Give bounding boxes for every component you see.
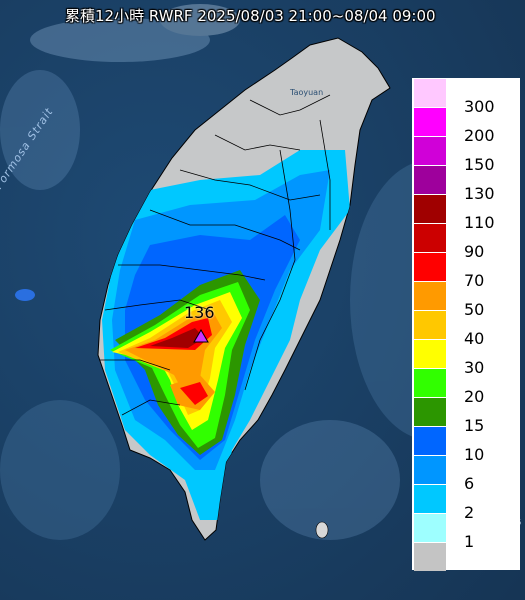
legend-swatch (414, 108, 446, 136)
county-boundaries (100, 94, 331, 416)
green-island (315, 521, 329, 539)
legend-label: 20 (464, 387, 485, 406)
legend-label: 70 (464, 271, 485, 290)
legend-swatch (414, 253, 446, 281)
legend-label: 50 (464, 300, 485, 319)
legend-label: 1 (464, 532, 475, 551)
max-rainfall-value: 136 (184, 303, 215, 322)
legend-swatch (414, 485, 446, 513)
legend-swatch (414, 398, 446, 426)
legend-swatch (414, 79, 446, 107)
legend-swatch (414, 340, 446, 368)
legend-label: 130 (464, 184, 495, 203)
legend-swatch (414, 427, 446, 455)
city-label-taoyuan: Taoyuan (290, 88, 324, 97)
penghu-islands (15, 289, 35, 301)
legend-label: 300 (464, 97, 495, 116)
legend-swatch (414, 543, 446, 571)
legend-label: 110 (464, 213, 495, 232)
legend-swatch (414, 195, 446, 223)
legend-label: 6 (464, 474, 475, 493)
rainfall-legend: 300 200 150 130 110 90 70 50 40 30 20 15 10 6 2 1 (412, 78, 520, 571)
rainfall-field (102, 150, 350, 520)
max-rainfall-marker (193, 329, 209, 343)
legend-label: 2 (464, 503, 475, 522)
legend-swatch (414, 166, 446, 194)
legend-label: 150 (464, 155, 495, 174)
legend-label: 40 (464, 329, 485, 348)
legend-swatch (414, 514, 446, 542)
map-title: 累積12小時 RWRF 2025/08/03 21:00~08/04 09:00 (65, 7, 436, 25)
legend-swatch (414, 456, 446, 484)
legend-label: 200 (464, 126, 495, 145)
legend-label: 10 (464, 445, 485, 464)
legend-label: 30 (464, 358, 485, 377)
legend-swatch (414, 224, 446, 252)
legend-label: 15 (464, 416, 485, 435)
legend-swatch (414, 311, 446, 339)
legend-label: 90 (464, 242, 485, 261)
legend-swatch (414, 282, 446, 310)
legend-swatch (414, 369, 446, 397)
legend-swatch (414, 137, 446, 165)
